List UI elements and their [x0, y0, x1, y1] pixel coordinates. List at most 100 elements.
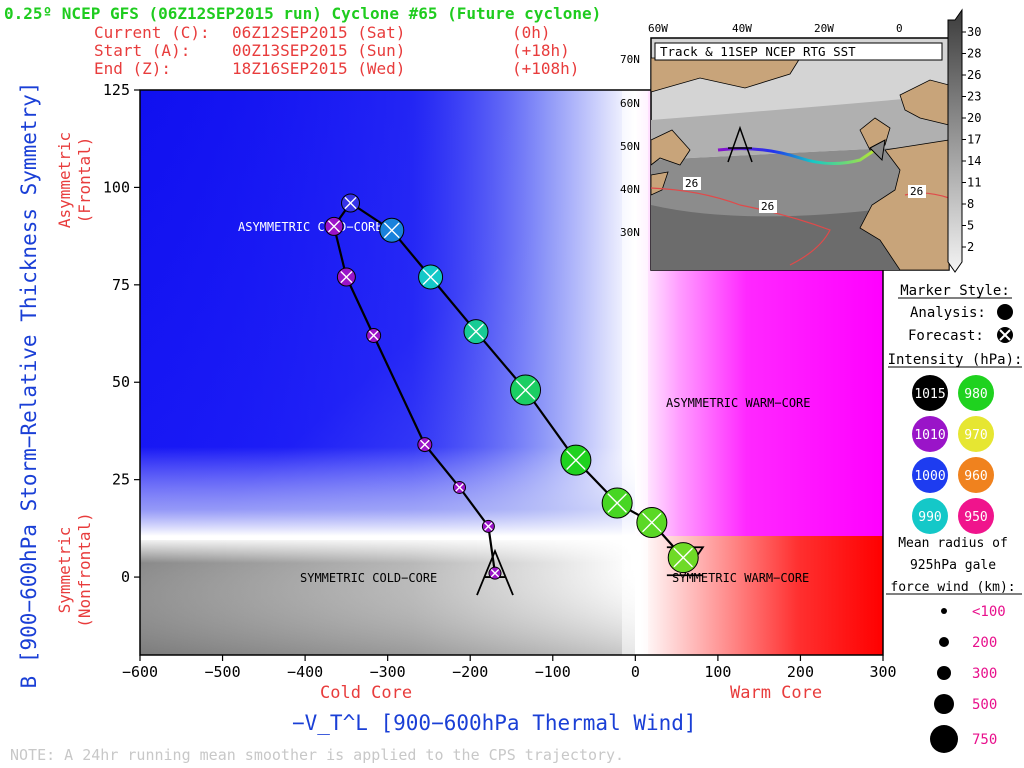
label-asym-warm: ASYMMETRIC WARM−CORE	[666, 396, 811, 410]
track-point	[601, 487, 633, 519]
analysis-label: Analysis:	[910, 305, 986, 321]
current-label: Current (C):	[94, 23, 210, 42]
intensity-title: Intensity (hPa):	[888, 352, 1023, 368]
inset-start-marker	[727, 125, 753, 163]
lon-label-0: 0	[896, 22, 903, 35]
wind-title-2: 925hPa gale	[910, 558, 996, 573]
wind-size-item: <100	[941, 604, 1006, 620]
wind-size-dot	[939, 637, 949, 647]
label-sym-cold: SYMMETRIC COLD−CORE	[300, 571, 437, 585]
intensity-swatch: 960	[958, 457, 994, 493]
y-axis-ticks: 0 25 50 75 100 125	[103, 81, 140, 586]
sst-label-3: 26	[910, 185, 923, 198]
intensity-swatch: 950	[958, 498, 994, 534]
x-axis-ticks: −600 −500 −400 −300 −200 −100 0 100 200 300	[122, 655, 897, 681]
x-tick-label: 0	[631, 663, 640, 681]
lat-label-60n: 60N	[620, 97, 640, 110]
lon-label-60w: 60W	[648, 22, 668, 35]
y-tick-label: 100	[103, 178, 130, 196]
track-point	[418, 264, 444, 290]
wind-size-item: 500	[934, 694, 997, 714]
colorbar-label: 20	[967, 111, 981, 125]
intensity-value: 990	[918, 510, 941, 525]
label-sym-warm: SYMMETRIC WARM−CORE	[672, 571, 809, 585]
track-point	[341, 193, 361, 213]
intensity-value: 1010	[914, 428, 945, 443]
inset-title: Track & 11SEP NCEP RTG SST	[660, 44, 856, 59]
x-cold-label: Cold Core	[320, 683, 412, 703]
sst-label-2: 26	[761, 200, 774, 213]
intensity-swatch: 1000	[912, 457, 948, 493]
intensity-value: 1015	[914, 387, 945, 402]
x-tick-label: −400	[287, 663, 323, 681]
end-label: End (Z):	[94, 59, 171, 78]
wind-size-label: 750	[972, 732, 997, 748]
wind-size-item: 750	[930, 725, 997, 753]
analysis-marker-icon	[997, 304, 1013, 320]
x-tick-label: 200	[787, 663, 814, 681]
intensity-value: 1000	[914, 469, 945, 484]
intensity-swatch: 980	[958, 375, 994, 411]
track-point	[667, 542, 699, 574]
start-label: Start (A):	[94, 41, 190, 60]
colorbar-label: 30	[967, 25, 981, 39]
x-tick-label: −600	[122, 663, 158, 681]
colorbar-label: 28	[967, 47, 981, 61]
lat-label-50n: 50N	[620, 140, 640, 153]
y-tick-label: 25	[112, 471, 130, 489]
forecast-marker-icon	[997, 327, 1013, 343]
x-axis-title: −V_T^L [900−600hPa Thermal Wind]	[292, 711, 697, 735]
start-time: 00Z13SEP2015 (Sun)	[232, 41, 405, 60]
track-point	[379, 217, 405, 243]
colorbar-label: 8	[967, 197, 974, 211]
intensity-swatch: 990	[912, 498, 948, 534]
intensity-value: 950	[964, 510, 987, 525]
track-point	[366, 327, 382, 343]
wind-size-item: 300	[937, 666, 997, 682]
colorbar-label: 2	[967, 240, 974, 254]
y-tick-label: 0	[121, 568, 130, 586]
sst-label-1: 26	[685, 177, 698, 190]
x-tick-label: −500	[204, 663, 240, 681]
y-sym-label-1: Symmetric	[55, 527, 74, 614]
current-offset: (0h)	[512, 23, 551, 42]
track-point	[510, 374, 542, 406]
track-point	[636, 507, 668, 539]
marker-style-title: Marker Style:	[900, 283, 1010, 299]
colorbar-label: 17	[967, 133, 981, 147]
wind-size-label: 300	[972, 666, 997, 682]
lon-label-20w: 20W	[814, 22, 834, 35]
intensity-swatch: 970	[958, 416, 994, 452]
intensity-value: 980	[964, 387, 987, 402]
chart-title: 0.25º NCEP GFS (06Z12SEP2015 run) Cyclon…	[4, 4, 601, 23]
trajectory-line	[332, 201, 685, 574]
x-tick-label: −100	[535, 663, 571, 681]
lat-label-70n: 70N	[620, 53, 640, 66]
y-tick-label: 50	[112, 373, 130, 391]
cyclone-trajectory	[324, 193, 705, 596]
y-sym-label-2: (Nonfrontal)	[75, 512, 94, 628]
end-offset: (+108h)	[512, 59, 579, 78]
y-axis-title: B [900−600hPa Storm−Relative Thickness S…	[17, 82, 41, 689]
label-asym-cold: ASYMMETRIC COLD−CORE	[238, 220, 383, 234]
wind-title-1: Mean radius of	[898, 536, 1008, 551]
wind-size-label: 200	[972, 635, 997, 651]
forecast-label: Forecast:	[908, 328, 984, 344]
wind-size-dot	[934, 694, 954, 714]
colorbar-label: 14	[967, 154, 981, 168]
intensity-value: 960	[964, 469, 987, 484]
track-point	[417, 437, 433, 453]
footer-note: NOTE: A 24hr running mean smoother is ap…	[10, 746, 624, 764]
x-tick-label: 100	[704, 663, 731, 681]
y-asym-label-2: (Frontal)	[75, 137, 94, 224]
wind-title-3: force wind (km):	[890, 580, 1015, 595]
time-info: Current (C): 06Z12SEP2015 (Sat) (0h) Sta…	[94, 23, 579, 78]
colorbar-label: 5	[967, 219, 974, 233]
track-point	[336, 267, 356, 287]
wind-size-dot	[941, 608, 947, 614]
wind-size-dot	[930, 725, 958, 753]
intensity-swatch: 1015	[912, 375, 948, 411]
track-point	[463, 319, 489, 345]
lat-label-30n: 30N	[620, 226, 640, 239]
